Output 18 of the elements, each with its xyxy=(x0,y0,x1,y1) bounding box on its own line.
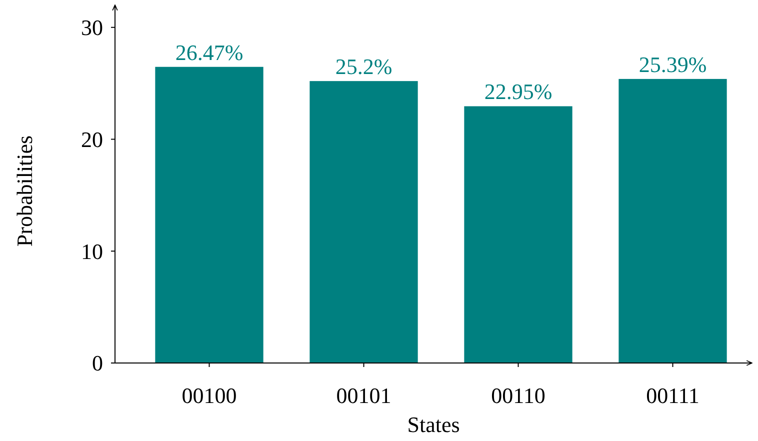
data-label: 26.47% xyxy=(175,40,244,65)
data-label: 22.95% xyxy=(484,79,552,104)
y-tick-label: 20 xyxy=(81,126,103,152)
y-tick-label: 0 xyxy=(92,350,103,376)
x-tick-label: 00101 xyxy=(336,383,392,408)
bar xyxy=(618,78,727,363)
bar xyxy=(155,66,264,363)
data-label: 25.39% xyxy=(638,52,707,77)
y-tick-label: 30 xyxy=(81,15,103,40)
bar xyxy=(310,81,418,363)
y-tick-label: 10 xyxy=(81,238,103,264)
bar xyxy=(464,106,572,363)
x-tick-label: 00100 xyxy=(182,383,237,408)
data-label: 25.2% xyxy=(335,54,392,80)
y-axis-title: Probabilities xyxy=(12,135,37,247)
x-tick-label: 00111 xyxy=(646,383,700,408)
x-axis-title: States xyxy=(407,412,460,437)
x-tick-label: 00110 xyxy=(491,383,546,408)
